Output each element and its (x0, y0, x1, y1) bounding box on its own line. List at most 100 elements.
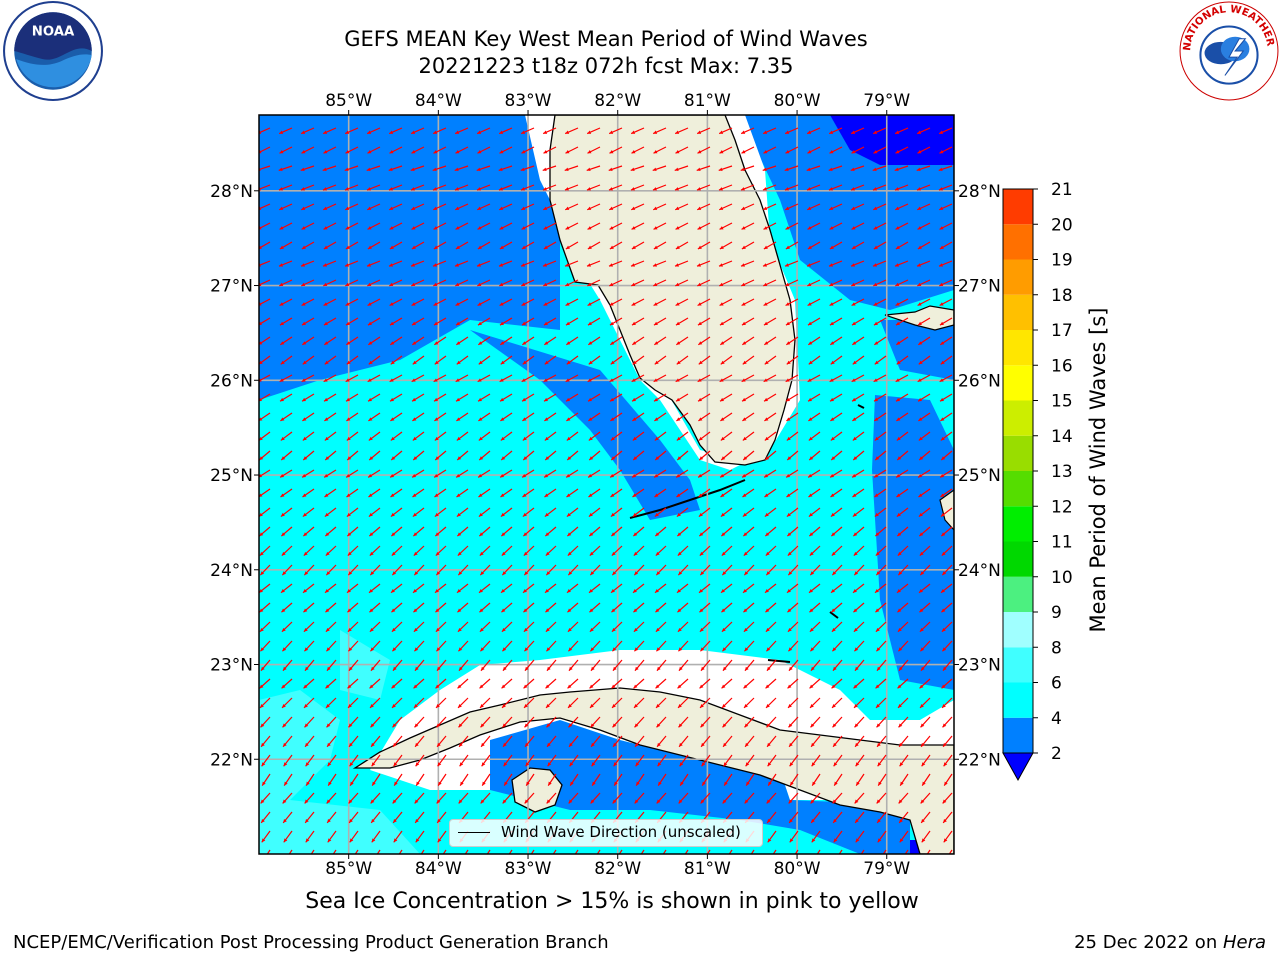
arrow-shaft (728, 849, 733, 854)
arrow-head (744, 799, 749, 804)
arrow-head (719, 226, 724, 230)
arrow-head (570, 858, 573, 862)
arrow-head (631, 150, 636, 154)
arrow-head (806, 167, 811, 172)
arrow-head (611, 608, 616, 613)
arrow-head (498, 187, 503, 191)
arrow-head (480, 666, 485, 671)
arrow-head (456, 473, 461, 478)
arrow-head (764, 417, 769, 421)
arrow-head (895, 321, 900, 326)
arrow-head (875, 608, 880, 613)
arrow-head (941, 684, 946, 689)
arrow-head (545, 551, 550, 556)
lon-tick-label-bottom: 85°W (325, 859, 372, 879)
arrow-head (435, 608, 440, 613)
arrow-head (565, 282, 570, 287)
arrow-head (942, 666, 947, 671)
arrow-head (896, 341, 901, 345)
arrow-head (437, 762, 442, 767)
arrow-head (367, 282, 372, 287)
arrow-head (432, 187, 437, 191)
arrow-head (764, 360, 769, 365)
arrow-head (389, 302, 394, 306)
lon-tick-label-top: 82°W (594, 91, 641, 111)
arrow-head (653, 263, 657, 267)
arrow-head (787, 456, 792, 460)
arrow-head (939, 321, 944, 326)
arrow-head (523, 608, 528, 613)
arrow-head (894, 167, 899, 172)
arrow-head (347, 684, 352, 689)
arrow-head (526, 781, 530, 786)
arrow-head (675, 130, 680, 134)
arrow-head (873, 302, 878, 306)
arrow-head (676, 493, 681, 497)
arrow-head (763, 245, 768, 250)
arrow-head (327, 838, 332, 843)
arrow-head (896, 473, 901, 478)
arrow-head (498, 167, 503, 172)
arrow-head (524, 666, 529, 671)
arrow-head (587, 282, 592, 287)
arrow-head (832, 723, 837, 728)
arrow-head (588, 360, 593, 365)
arrow-head (940, 512, 945, 517)
arrow-head (260, 571, 265, 576)
arrow-head (633, 608, 638, 613)
arrow-head (282, 799, 287, 804)
arrow-head (631, 226, 636, 230)
arrow-head (371, 742, 375, 747)
arrow-shaft (926, 849, 931, 854)
arrow-head (323, 226, 328, 230)
arrow-head (874, 397, 879, 402)
arrow-head (389, 282, 394, 287)
arrow-head (346, 512, 351, 517)
arrow-head (698, 397, 703, 402)
arrow-head (718, 167, 723, 172)
arrow-head (609, 263, 613, 267)
arrow-head (742, 417, 747, 421)
arrow-head (548, 781, 552, 786)
noaa-logo-icon: NOAA (3, 1, 103, 101)
arrow-head (322, 167, 327, 172)
arrow-head (302, 417, 307, 421)
arrow-head (917, 130, 922, 134)
arrow-head (721, 684, 726, 689)
arrow-head (259, 397, 263, 402)
arrow-head (454, 187, 459, 191)
arrow-head (347, 456, 352, 460)
arrow-head (939, 378, 944, 382)
arrow-head (897, 608, 902, 613)
arrow-head (765, 627, 770, 632)
arrow-head (940, 473, 945, 478)
arrow-head (742, 360, 747, 365)
arrow-head (456, 397, 461, 402)
arrow-head (589, 532, 594, 537)
arrow-head (543, 263, 547, 267)
arrow-head (742, 341, 747, 345)
arrow-head (698, 341, 703, 345)
arrow-head (943, 742, 947, 747)
arrow-head (918, 512, 923, 517)
arrow-head (589, 456, 594, 460)
arrow-head (569, 742, 573, 747)
arrow-head (346, 436, 351, 441)
arrow-head (547, 762, 552, 767)
arrow-head (810, 704, 814, 708)
arrow-head (455, 150, 460, 154)
arrow-head (411, 378, 416, 382)
arrow-head (500, 589, 505, 593)
arrow-head (853, 627, 858, 632)
arrow-head (831, 684, 836, 689)
arrow-head (851, 130, 856, 134)
arrow-head (300, 167, 305, 172)
arrow-head (566, 417, 571, 421)
arrow-head (875, 551, 880, 556)
arrow-head (433, 206, 438, 210)
arrow-head (830, 473, 835, 478)
arrow-head (413, 551, 418, 556)
arrow-head (345, 263, 349, 267)
arrow-head (369, 551, 374, 556)
arrow-head (347, 627, 352, 632)
